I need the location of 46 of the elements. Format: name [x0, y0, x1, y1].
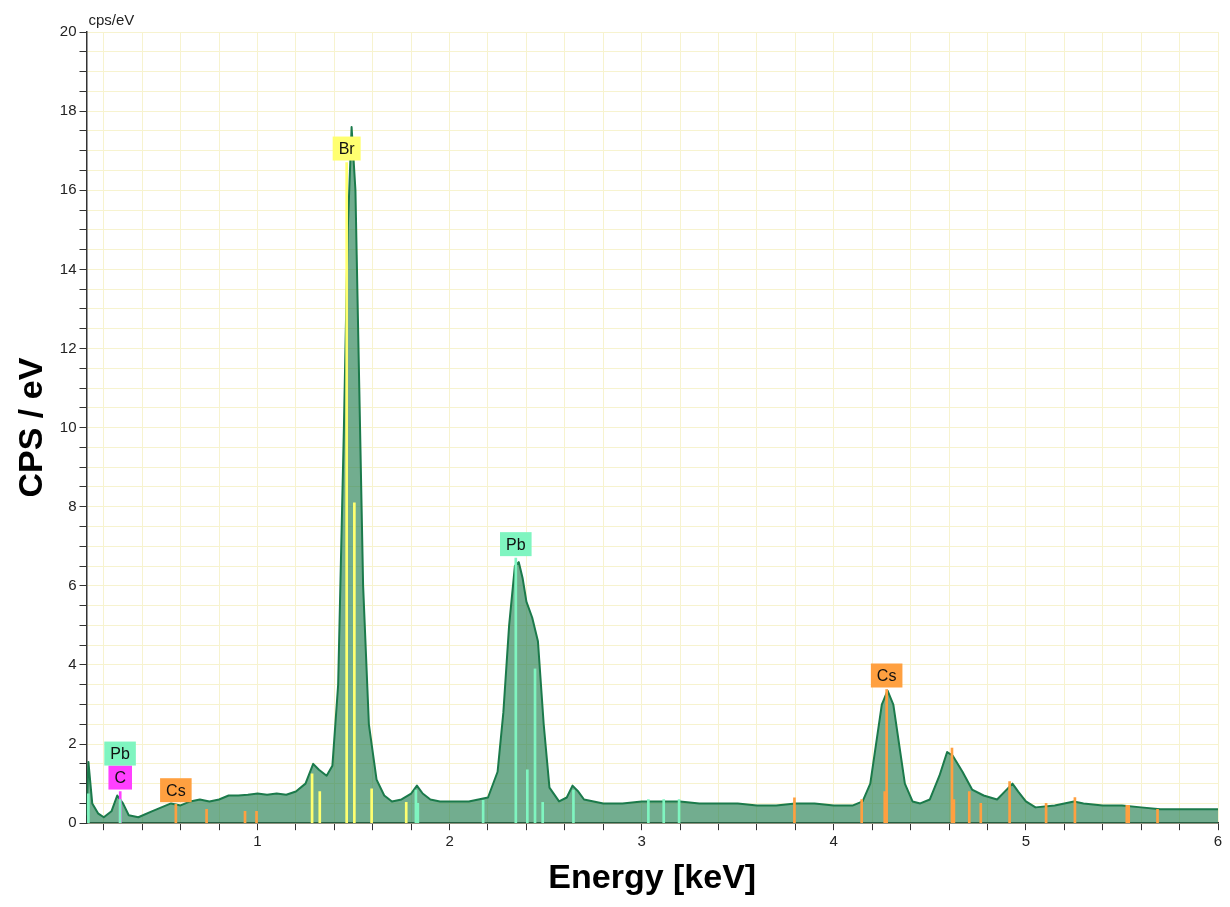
- data-label: Br: [338, 139, 356, 157]
- y-tick-label: 6: [68, 575, 77, 593]
- bar: [662, 799, 666, 824]
- data-label: C: [114, 768, 126, 786]
- bar: [526, 769, 529, 824]
- bar: [370, 788, 373, 824]
- bar: [1008, 781, 1011, 824]
- bar: [860, 799, 864, 824]
- x-tick-label: 4: [829, 832, 838, 850]
- y-tick-label: 4: [68, 655, 77, 673]
- x-axis-title: Energy [keV]: [548, 856, 757, 895]
- y-tick-label: 14: [59, 259, 77, 277]
- x-tick-label: 3: [637, 832, 646, 850]
- x-tick-label: 2: [445, 832, 454, 850]
- data-label: Pb: [506, 535, 526, 553]
- bar: [885, 689, 888, 824]
- x-tick-label: 1: [253, 832, 262, 850]
- y-tick-label: 20: [59, 22, 77, 40]
- y-axis-title: CPS / eV: [10, 357, 49, 498]
- y-tick-label: 18: [59, 101, 77, 119]
- bar: [318, 791, 322, 824]
- data-label: Cs: [166, 781, 186, 799]
- y-tick-label: 8: [68, 496, 77, 514]
- data-label: Cs: [876, 666, 897, 684]
- bar: [979, 803, 983, 824]
- x-tick-label: 5: [1021, 832, 1031, 850]
- bar: [541, 801, 545, 824]
- bar: [87, 793, 90, 824]
- bar: [514, 557, 518, 824]
- bar: [572, 789, 575, 824]
- bar: [205, 809, 208, 824]
- y-tick-label: 10: [59, 417, 77, 435]
- bar: [255, 811, 258, 824]
- y-tick-label: 2: [68, 734, 77, 752]
- y-tick-label: 12: [59, 338, 77, 356]
- y-tick-label: 16: [59, 180, 77, 198]
- x-tick-label: 6: [1213, 832, 1223, 850]
- bar: [967, 791, 971, 824]
- bar: [404, 801, 408, 824]
- y-tick-label: 0: [68, 813, 77, 831]
- data-label: Pb: [110, 744, 130, 762]
- bar: [1156, 809, 1159, 824]
- bar: [353, 502, 356, 824]
- bar: [647, 799, 650, 824]
- text: cps/eV: [88, 10, 135, 28]
- bar: [793, 797, 796, 824]
